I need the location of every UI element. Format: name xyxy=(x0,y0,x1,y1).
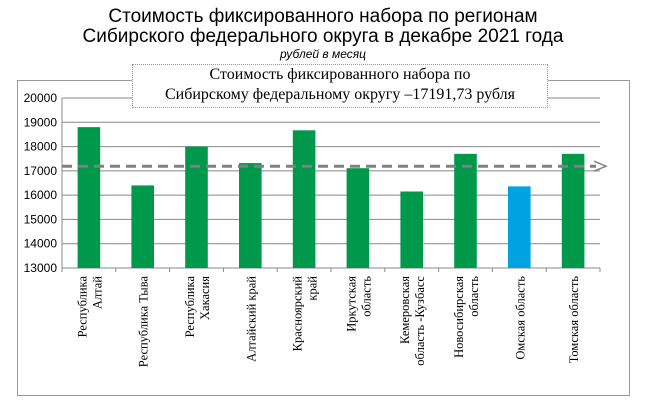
x-tick-label: Омская область xyxy=(513,276,527,360)
x-tick-label: Республика Тыва xyxy=(137,276,151,368)
chart-title: Стоимость фиксированного набора по регио… xyxy=(108,6,538,27)
x-tick-label: Республика xyxy=(183,276,197,338)
x-tick-label: Хакасия xyxy=(198,276,212,320)
y-tick-label: 20000 xyxy=(24,91,58,105)
y-tick-label: 18000 xyxy=(24,140,58,154)
reference-arrow-icon xyxy=(593,160,608,172)
x-tick-label: область xyxy=(359,276,373,317)
x-tick-label: Красноярский xyxy=(291,276,305,352)
x-tick-label: Алтайский край xyxy=(244,276,258,362)
x-tick-label: Кемеровская xyxy=(398,276,412,344)
x-tick-label: Республика xyxy=(75,276,89,338)
y-tick-label: 14000 xyxy=(24,237,58,251)
x-tick-label: область -Кузбасс xyxy=(413,276,427,366)
y-tick-label: 19000 xyxy=(24,115,58,129)
bar-5 xyxy=(346,168,370,268)
chart-title-line2: Сибирского федерального округа в декабре… xyxy=(82,26,564,47)
x-tick-label: Новосибирская xyxy=(452,276,466,358)
bar-6 xyxy=(400,191,423,268)
annotation-line2: Сибирскому федеральному округу –17191,73… xyxy=(164,86,515,103)
x-tick-label: Алтай xyxy=(90,276,104,309)
bar-9 xyxy=(561,153,585,268)
y-tick-label: 13000 xyxy=(24,261,58,275)
x-tick-label: область xyxy=(467,276,481,317)
x-tick-label: Томская область xyxy=(567,276,581,364)
bar-1 xyxy=(131,185,154,268)
bar-8 xyxy=(508,186,531,268)
bar-2 xyxy=(185,146,208,268)
y-tick-label: 17000 xyxy=(24,164,58,178)
annotation-line1: Стоимость фиксированного набора по xyxy=(209,66,471,83)
x-tick-label: Иркутская xyxy=(344,276,358,332)
y-tick-label: 16000 xyxy=(24,188,58,202)
x-tick-label: край xyxy=(306,276,320,301)
bar-4 xyxy=(292,130,316,268)
bar-0 xyxy=(77,127,101,269)
y-tick-label: 15000 xyxy=(24,212,58,226)
bar-7 xyxy=(454,153,477,268)
reference-annotation: Стоимость фиксированного набора по Сибир… xyxy=(132,64,548,108)
chart-subtitle: рублей в месяц xyxy=(279,47,367,61)
bar-3 xyxy=(239,163,262,268)
